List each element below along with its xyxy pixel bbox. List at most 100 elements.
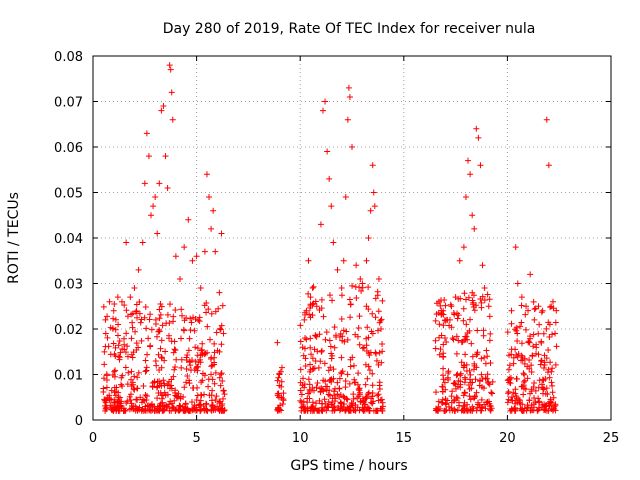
data-point [455,399,462,406]
data-point [100,303,107,310]
data-point [156,328,163,335]
data-point [301,384,308,391]
data-point [441,335,448,342]
data-point [460,305,467,312]
data-point [347,314,354,321]
data-point [202,350,209,357]
data-point [460,244,467,251]
data-point [432,389,439,396]
data-point [357,398,364,405]
data-point [115,321,122,328]
data-point [114,332,121,339]
data-point [187,315,194,322]
data-point [115,342,122,349]
data-point [461,407,468,414]
data-point [112,326,119,333]
data-point [447,301,454,308]
data-point [217,382,224,389]
data-point [470,301,477,308]
data-point [528,362,535,369]
data-point [510,360,517,367]
data-point [158,354,165,361]
data-point [539,390,546,397]
data-point [312,357,319,364]
data-point [215,406,222,413]
data-point [138,407,145,414]
data-point [325,404,332,411]
data-point [124,398,131,405]
data-point [121,335,128,342]
data-point [530,343,537,350]
data-point [157,311,164,318]
data-point [474,349,481,356]
data-point [183,379,190,386]
data-point [546,374,553,381]
data-point [338,315,345,322]
data-point [276,370,283,377]
data-point [218,402,225,409]
data-point [280,397,287,404]
data-point [517,323,524,330]
data-point [453,333,460,340]
data-point [208,371,215,378]
data-point [163,320,170,327]
data-point [185,347,192,354]
data-point [532,387,539,394]
data-point [117,349,124,356]
data-point [363,303,370,310]
data-point [531,395,538,402]
data-point [435,407,442,414]
data-point [347,363,354,370]
data-point [305,376,312,383]
data-point [536,321,543,328]
data-point [518,407,525,414]
data-point [461,374,468,381]
data-point [323,329,330,336]
data-point [321,360,328,367]
data-point [352,331,359,338]
data-point [534,407,541,414]
data-point [166,301,173,308]
data-point [432,345,439,352]
data-point [320,388,327,395]
data-point [129,324,136,331]
data-point [161,382,168,389]
data-point [105,343,112,350]
data-point [187,407,194,414]
data-point [375,397,382,404]
data-point [116,405,123,412]
data-point [481,297,488,304]
data-point [539,307,546,314]
data-point [305,390,312,397]
data-point [147,311,154,318]
data-point [543,355,550,362]
data-point [311,407,318,414]
data-point [339,337,346,344]
data-point [525,307,532,314]
data-point [329,297,336,304]
data-point [514,280,521,287]
data-point [330,366,337,373]
data-point [469,379,476,386]
data-point [520,378,527,385]
data-point [489,390,496,397]
data-point [184,373,191,380]
data-point [112,388,119,395]
data-point [462,194,469,201]
data-point [506,375,513,382]
data-point [508,394,515,401]
data-point [346,407,353,414]
data-point [110,340,117,347]
data-point [201,302,208,309]
data-point [138,399,145,406]
data-point [467,396,474,403]
data-point [278,378,285,385]
data-point [109,403,116,410]
data-point [465,157,472,164]
data-point [363,335,370,342]
data-point [129,319,136,326]
data-point [111,368,118,375]
data-point [338,354,345,361]
data-point [364,324,371,331]
data-point [198,406,205,413]
